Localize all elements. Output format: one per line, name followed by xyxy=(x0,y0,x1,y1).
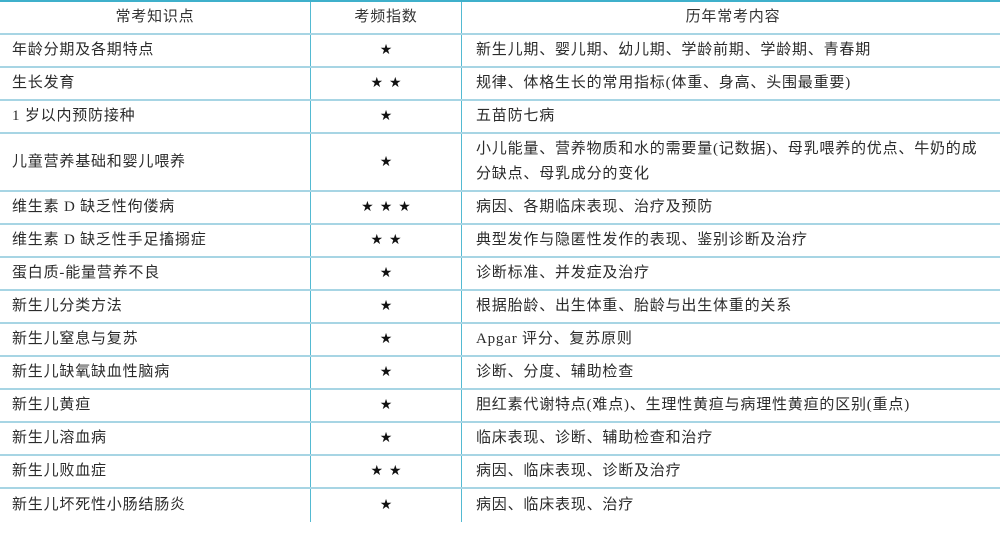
topic-cell: 新生儿坏死性小肠结肠炎 xyxy=(12,497,186,513)
frequency-stars: ★ xyxy=(310,35,462,66)
table-header-row: 常考知识点 考频指数 历年常考内容 xyxy=(0,2,1000,35)
table-row: 新生儿败血症 ★★ 病因、临床表现、诊断及治疗 xyxy=(0,456,1000,489)
frequency-stars: ★ xyxy=(310,423,462,454)
frequency-stars: ★★ xyxy=(310,225,462,256)
table-row: 新生儿窒息与复苏 ★ Apgar 评分、复苏原则 xyxy=(0,324,1000,357)
frequency-stars: ★ xyxy=(310,258,462,289)
table-row: 维生素 D 缺乏性佝偻病 ★★★ 病因、各期临床表现、治疗及预防 xyxy=(0,192,1000,225)
table-body: 年龄分期及各期特点 ★ 新生儿期、婴儿期、幼儿期、学龄前期、学龄期、青春期生长发育 ★… xyxy=(0,35,1000,522)
content-cell: 根据胎龄、出生体重、胎龄与出生体重的关系 xyxy=(476,298,793,314)
table-row: 蛋白质-能量营养不良 ★ 诊断标准、并发症及治疗 xyxy=(0,258,1000,291)
frequency-stars: ★ xyxy=(310,134,462,190)
frequency-stars: ★ xyxy=(310,357,462,388)
column-header-frequency: 考频指数 xyxy=(310,2,462,33)
content-cell: 诊断标准、并发症及治疗 xyxy=(476,265,650,281)
topic-cell: 蛋白质-能量营养不良 xyxy=(12,265,160,281)
content-cell: 规律、体格生长的常用指标(体重、身高、头围最重要) xyxy=(476,75,851,91)
table-row: 生长发育 ★★ 规律、体格生长的常用指标(体重、身高、头围最重要) xyxy=(0,68,1000,101)
content-cell: 病因、各期临床表现、治疗及预防 xyxy=(476,199,714,215)
table-row: 年龄分期及各期特点 ★ 新生儿期、婴儿期、幼儿期、学龄前期、学龄期、青春期 xyxy=(0,35,1000,68)
topic-cell: 新生儿败血症 xyxy=(12,463,107,479)
topic-cell: 维生素 D 缺乏性佝偻病 xyxy=(12,199,175,215)
frequency-stars: ★★★ xyxy=(310,192,462,223)
table-row: 儿童营养基础和婴儿喂养 ★ 小儿能量、营养物质和水的需要量(记数据)、母乳喂养的优点… xyxy=(0,134,1000,192)
content-cell: 病因、临床表现、诊断及治疗 xyxy=(476,463,682,479)
topic-cell: 新生儿黄疸 xyxy=(12,397,92,413)
table-row: 新生儿缺氧缺血性脑病 ★ 诊断、分度、辅助检查 xyxy=(0,357,1000,390)
content-cell: 五苗防七病 xyxy=(476,108,556,124)
content-cell: 典型发作与隐匿性发作的表现、鉴别诊断及治疗 xyxy=(476,232,808,248)
frequency-stars: ★ xyxy=(310,324,462,355)
content-cell: 新生儿期、婴儿期、幼儿期、学龄前期、学龄期、青春期 xyxy=(476,42,872,58)
content-cell: 病因、临床表现、治疗 xyxy=(476,497,635,513)
frequency-stars: ★★ xyxy=(310,456,462,487)
content-cell: 诊断、分度、辅助检查 xyxy=(476,364,635,380)
topic-cell: 新生儿缺氧缺血性脑病 xyxy=(12,364,171,380)
frequency-stars: ★ xyxy=(310,390,462,421)
table-row: 1 岁以内预防接种 ★ 五苗防七病 xyxy=(0,101,1000,134)
topic-cell: 新生儿溶血病 xyxy=(12,430,107,446)
topic-cell: 儿童营养基础和婴儿喂养 xyxy=(12,153,186,170)
topic-cell: 1 岁以内预防接种 xyxy=(12,108,136,124)
table-row: 新生儿溶血病 ★ 临床表现、诊断、辅助检查和治疗 xyxy=(0,423,1000,456)
frequency-stars: ★★ xyxy=(310,68,462,99)
topic-cell: 新生儿窒息与复苏 xyxy=(12,331,139,347)
table-row: 新生儿坏死性小肠结肠炎 ★ 病因、临床表现、治疗 xyxy=(0,489,1000,522)
frequency-stars: ★ xyxy=(310,291,462,322)
column-header-topic: 常考知识点 xyxy=(115,9,195,25)
content-cell: Apgar 评分、复苏原则 xyxy=(476,331,633,347)
content-cell: 胆红素代谢特点(难点)、生理性黄疸与病理性黄疸的区别(重点) xyxy=(476,397,910,413)
frequency-stars: ★ xyxy=(310,101,462,132)
table-row: 新生儿黄疸 ★ 胆红素代谢特点(难点)、生理性黄疸与病理性黄疸的区别(重点) xyxy=(0,390,1000,423)
topic-cell: 年龄分期及各期特点 xyxy=(12,42,155,58)
table-row: 新生儿分类方法 ★ 根据胎龄、出生体重、胎龄与出生体重的关系 xyxy=(0,291,1000,324)
frequency-stars: ★ xyxy=(310,489,462,522)
content-cell: 临床表现、诊断、辅助检查和治疗 xyxy=(476,430,714,446)
column-header-content: 历年常考内容 xyxy=(685,9,781,25)
topic-cell: 生长发育 xyxy=(12,75,76,91)
table-row: 维生素 D 缺乏性手足搐搦症 ★★ 典型发作与隐匿性发作的表现、鉴别诊断及治疗 xyxy=(0,225,1000,258)
content-cell: 小儿能量、营养物质和水的需要量(记数据)、母乳喂养的优点、牛奶的成分缺点、母乳成… xyxy=(476,141,978,182)
topic-cell: 维生素 D 缺乏性手足搐搦症 xyxy=(12,232,207,248)
topic-cell: 新生儿分类方法 xyxy=(12,298,123,314)
